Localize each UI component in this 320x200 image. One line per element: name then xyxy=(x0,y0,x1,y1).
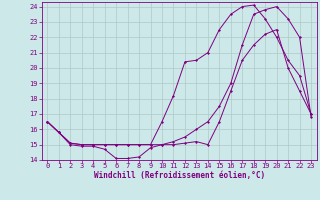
X-axis label: Windchill (Refroidissement éolien,°C): Windchill (Refroidissement éolien,°C) xyxy=(94,171,265,180)
